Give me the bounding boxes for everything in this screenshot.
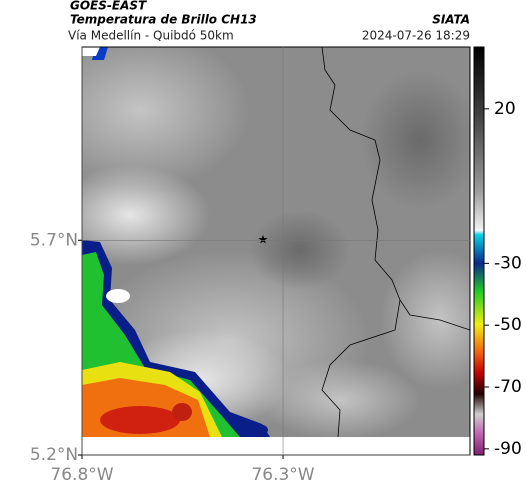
- subtitle: Temperatura de Brillo CH13: [70, 13, 257, 27]
- region: Vía Medellín - Quibdó 50km: [68, 29, 234, 43]
- y-tick-label: 5.7°N: [30, 230, 78, 250]
- location-marker: ★: [258, 233, 269, 247]
- colorbar-tick-label: -90: [494, 439, 522, 459]
- colorbar-tick-label: -50: [494, 315, 522, 335]
- title: GOES-EAST: [70, 0, 147, 13]
- x-tick-label: 76.3°W: [251, 465, 314, 485]
- colorbar-tick-label: -70: [494, 377, 522, 397]
- colorbar-tick-label: -30: [494, 253, 522, 273]
- colorbar-tick-label: 20: [494, 99, 516, 119]
- colorbar: [473, 46, 485, 456]
- x-tick-label: 76.8°W: [50, 465, 113, 485]
- source: SIATA: [432, 13, 470, 27]
- datetime: 2024-07-26 18:29: [362, 29, 470, 43]
- satellite-image: [82, 47, 470, 455]
- y-tick-label: 5.2°N: [30, 445, 78, 465]
